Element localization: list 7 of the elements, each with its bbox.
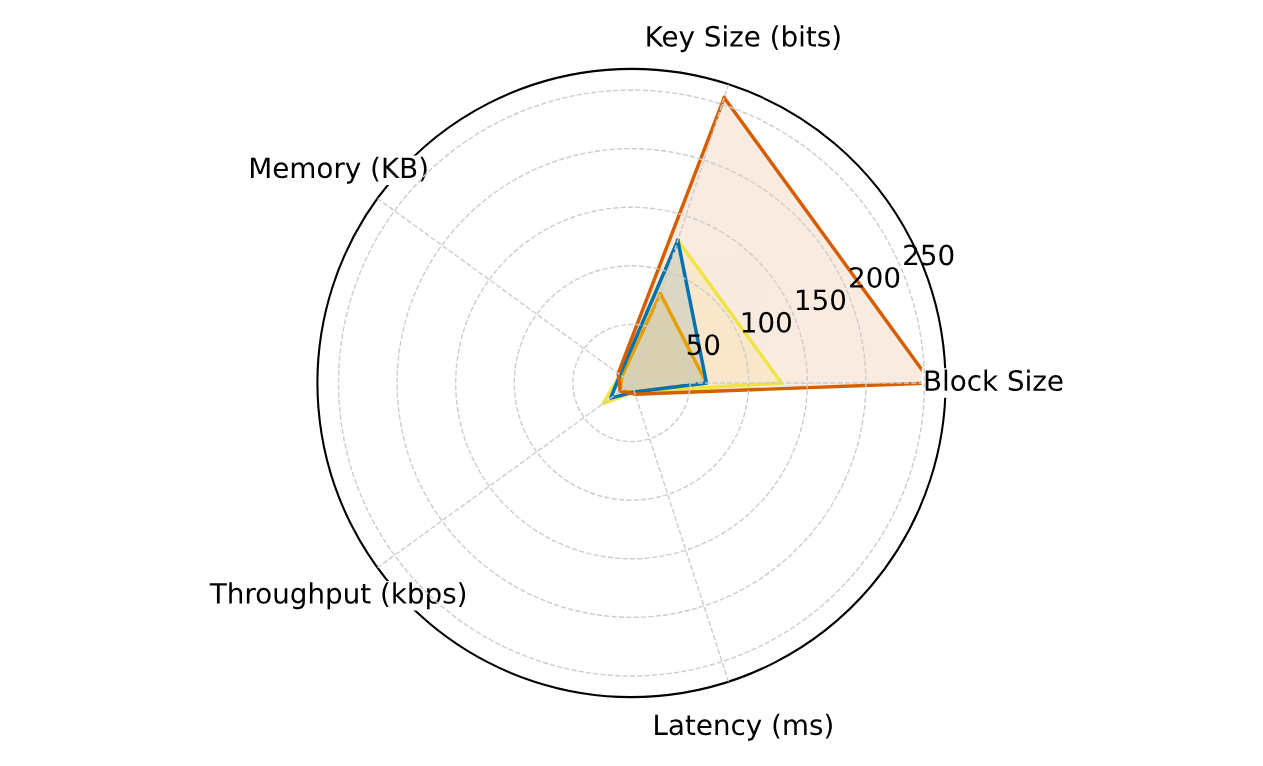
spoke-label: Key Size (bits): [647, 25, 840, 53]
y-tick-label: 100: [742, 311, 791, 333]
spoke-label: Memory (KB): [251, 156, 427, 184]
y-tick-label: 150: [796, 289, 846, 311]
spoke-label: Throughput (kbps): [209, 582, 466, 610]
spoke-label: Block Size: [925, 369, 1063, 392]
spoke-label: Latency (ms): [655, 713, 832, 741]
